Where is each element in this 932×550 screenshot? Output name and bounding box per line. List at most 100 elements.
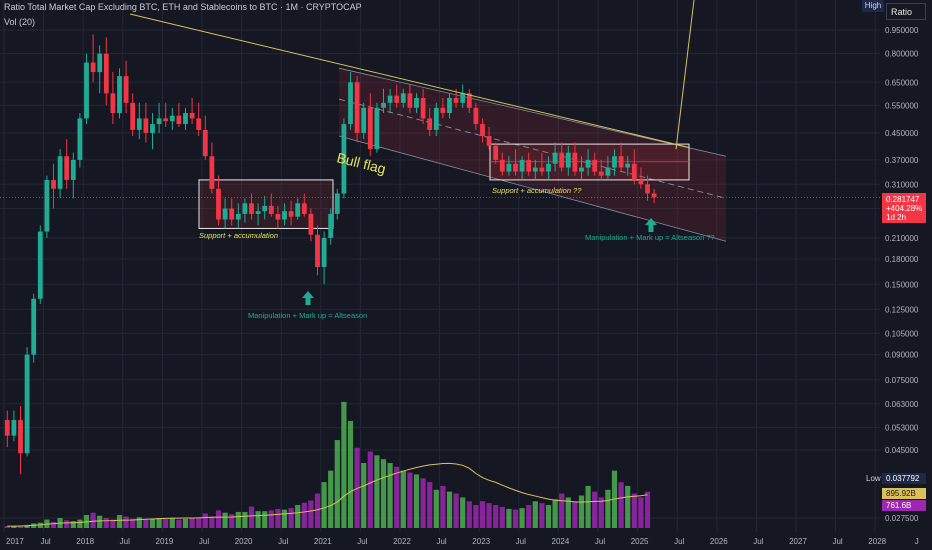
candle-body [638,179,644,185]
volume-bar [328,470,334,528]
candle-body [348,82,353,125]
time-tick-label: 2024 [552,537,570,546]
candle-body [552,152,558,164]
candle-body [130,102,136,130]
volume-bar [440,485,446,528]
volume-bar [578,495,585,528]
candle-body [592,159,598,172]
candle-body [110,93,116,114]
volume-bars [4,401,651,528]
candle-body [84,62,89,119]
candle-body [183,113,188,125]
time-tick-label: 2019 [156,537,174,546]
volume-bar [149,518,156,528]
candle-body [374,107,380,150]
volume-bar [519,508,525,528]
candle-body [334,193,340,214]
time-tick-label: Jul [120,537,130,546]
volume-bar [427,482,433,528]
price-tick-label: 0.090000 [885,351,919,360]
candle-body [559,152,565,168]
candle-body [354,82,360,133]
candle-body [453,97,459,103]
candle-body [605,167,611,176]
candle-body [295,203,301,217]
manip-label-2: Manipulation + Mark up = Altseason ?? [585,233,715,242]
price-tick-label: 0.105000 [885,329,919,338]
volume-bar [215,510,222,528]
arrows [302,218,657,305]
candle-body [288,211,294,217]
volume-bar [347,420,354,528]
grid [0,0,880,532]
price-tick-label: 0.800000 [885,50,919,59]
candle-body [268,205,274,214]
volume-bar [512,509,519,528]
price-tick-label: 0.210000 [885,234,919,243]
candle-body [341,124,347,194]
trend-lines [129,0,695,150]
time-tick-label: Jul [40,537,50,546]
volume-bar [552,499,558,528]
volume-indicator-label[interactable]: Vol (20) [4,17,36,27]
candle-body [394,95,400,103]
volume-bar [4,526,10,528]
up-arrow-icon [645,218,657,232]
volume-bar [526,505,532,528]
candle-body [473,107,479,125]
candle-body [282,211,287,220]
volume-bar [473,505,479,528]
volume-bar [585,485,591,528]
volume-bar [638,497,644,528]
candle-body [117,76,122,114]
volume-bar [460,497,466,528]
volume-bar [407,472,413,528]
candle-body [308,213,314,235]
volume-bar [631,493,637,528]
time-tick-label: 2017 [6,537,24,546]
scale-mode-button[interactable]: Ratio [886,3,926,20]
volume-bar [11,526,17,528]
candle-body [255,211,261,214]
current-price-tag [882,193,926,223]
candle-body [262,205,268,212]
volume-bar [17,525,24,528]
volume-bar [222,512,228,528]
support-label-1: Support + accumulation [199,231,278,240]
candle-body [381,102,386,108]
price-tick-label: 0.180000 [885,255,919,264]
candle-body [51,179,56,189]
up-arrow-icon [302,291,314,305]
candle-body [539,167,545,172]
accumulation-box-1 [198,179,334,229]
price-tick-label: 0.075000 [885,376,919,385]
candle-body [631,163,637,180]
price-tick-label: 0.370000 [885,156,919,165]
candle-body [24,354,30,454]
candle-body [242,203,248,214]
candle-body [37,231,43,299]
candlesticks [4,34,657,475]
candle-body [400,93,406,103]
candle-body [222,208,228,220]
volume-bar [268,510,274,528]
candle-body [202,129,208,157]
candle-body [31,298,37,355]
price-tick-label: 0.063000 [885,400,919,409]
candle-body [651,193,657,198]
volume-bar [275,508,281,528]
volume-bar [625,485,631,528]
candle-body [103,53,109,94]
volume-bar [70,521,76,528]
price-axis[interactable]: 0.950000 0.800000 0.650000 0.550000 0.450000… [885,26,919,523]
volume-bar [453,493,459,528]
time-tick-label: Jul [278,537,288,546]
candle-body [328,213,334,238]
time-axis[interactable]: 2017 Jul 2018 Jul 2019 Jul 2020 Jul 2021 Jul 2022 J… [6,537,919,546]
low-tag [882,473,926,484]
high-tag: High [862,0,884,12]
volume-bar [572,501,578,528]
volume-bar [37,522,43,528]
candle-body [440,107,446,114]
